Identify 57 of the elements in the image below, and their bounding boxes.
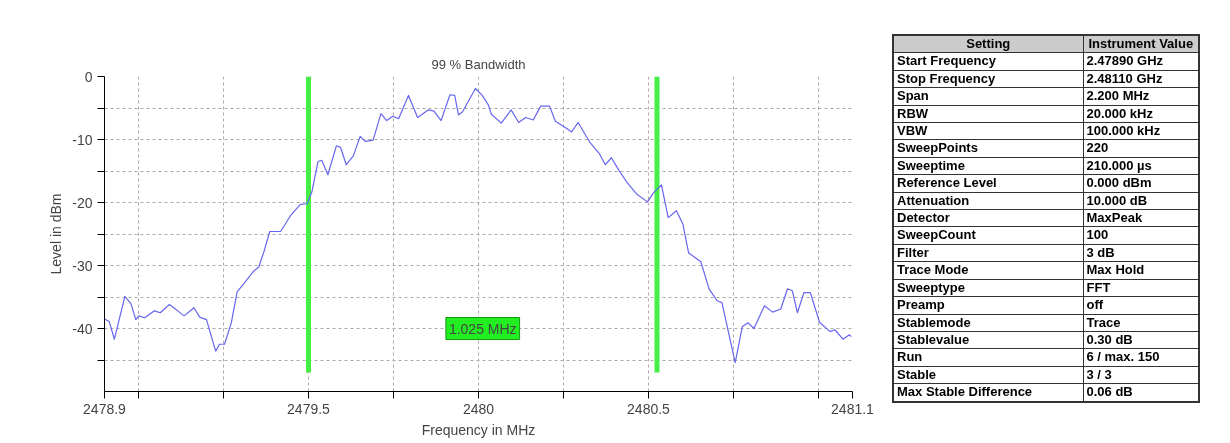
text: Stop Frequency: [893, 70, 1083, 88]
chart-title: 99 % Bandwidth: [431, 56, 526, 72]
text: Stablemode: [893, 314, 1083, 332]
line-series: [104, 87, 852, 364]
text: Sweeptime: [893, 157, 1083, 175]
y-tick-label: -10: [72, 131, 93, 148]
text: Max Stable Difference: [893, 383, 1083, 402]
text: FFT: [1083, 279, 1199, 297]
text: Run: [893, 348, 1083, 367]
text: Setting: [893, 35, 1083, 53]
text: Stable: [893, 366, 1083, 384]
text: 10.000 dB: [1083, 192, 1199, 210]
text: 0.000 dBm: [1083, 174, 1199, 193]
text: 100: [1083, 226, 1199, 245]
text: 3 dB: [1083, 244, 1199, 262]
text: Attenuation: [893, 192, 1083, 210]
text: off: [1083, 296, 1199, 314]
text: VBW: [893, 122, 1083, 140]
text: SweepPoints: [893, 139, 1083, 158]
text: 220: [1083, 139, 1199, 158]
x-tick-label: 2479.5: [287, 400, 331, 417]
text: 2.48110 GHz: [1083, 70, 1199, 88]
text: MaxPeak: [1083, 209, 1199, 227]
text: Max Hold: [1083, 261, 1199, 280]
text: 20.000 kHz: [1083, 105, 1199, 123]
text: 100.000 kHz: [1083, 122, 1199, 140]
y-tick-label: -30: [72, 257, 93, 274]
text: Span: [893, 87, 1083, 106]
text: Filter: [893, 244, 1083, 262]
y-tick-label: -40: [72, 320, 93, 337]
x-tick-label: 2481.1: [831, 400, 875, 417]
y-tick-label: -20: [72, 194, 93, 211]
text: Instrument Value: [1083, 35, 1199, 53]
text: Trace: [1083, 314, 1199, 332]
x-axis-title: Frequency in MHz: [421, 421, 536, 438]
text: SweepCount: [893, 226, 1083, 245]
text: Reference Level: [893, 174, 1083, 193]
text: Trace Mode: [893, 261, 1083, 280]
text: Preamp: [893, 296, 1083, 314]
text: Start Frequency: [893, 52, 1083, 71]
text: 210.000 µs: [1083, 157, 1199, 175]
text: 0.30 dB: [1083, 331, 1199, 349]
y-axis-title: Level in dBm: [48, 193, 65, 275]
text: Sweeptype: [893, 279, 1083, 297]
x-tick-label: 2478.9: [83, 400, 127, 417]
text: RBW: [893, 105, 1083, 123]
text: 2.200 MHz: [1083, 87, 1199, 106]
x-tick-label: 2480: [462, 400, 495, 417]
text: Stablevalue: [893, 331, 1083, 349]
text: 0.06 dB: [1083, 383, 1199, 402]
x-tick-label: 2480.5: [627, 400, 671, 417]
text: 3 / 3: [1083, 366, 1199, 384]
text: 2.47890 GHz: [1083, 52, 1199, 71]
text: 6 / max. 150: [1083, 348, 1199, 367]
annotation: 1.025 MHz: [448, 320, 517, 337]
text: Detector: [893, 209, 1083, 227]
y-tick-label: 0: [84, 68, 93, 85]
